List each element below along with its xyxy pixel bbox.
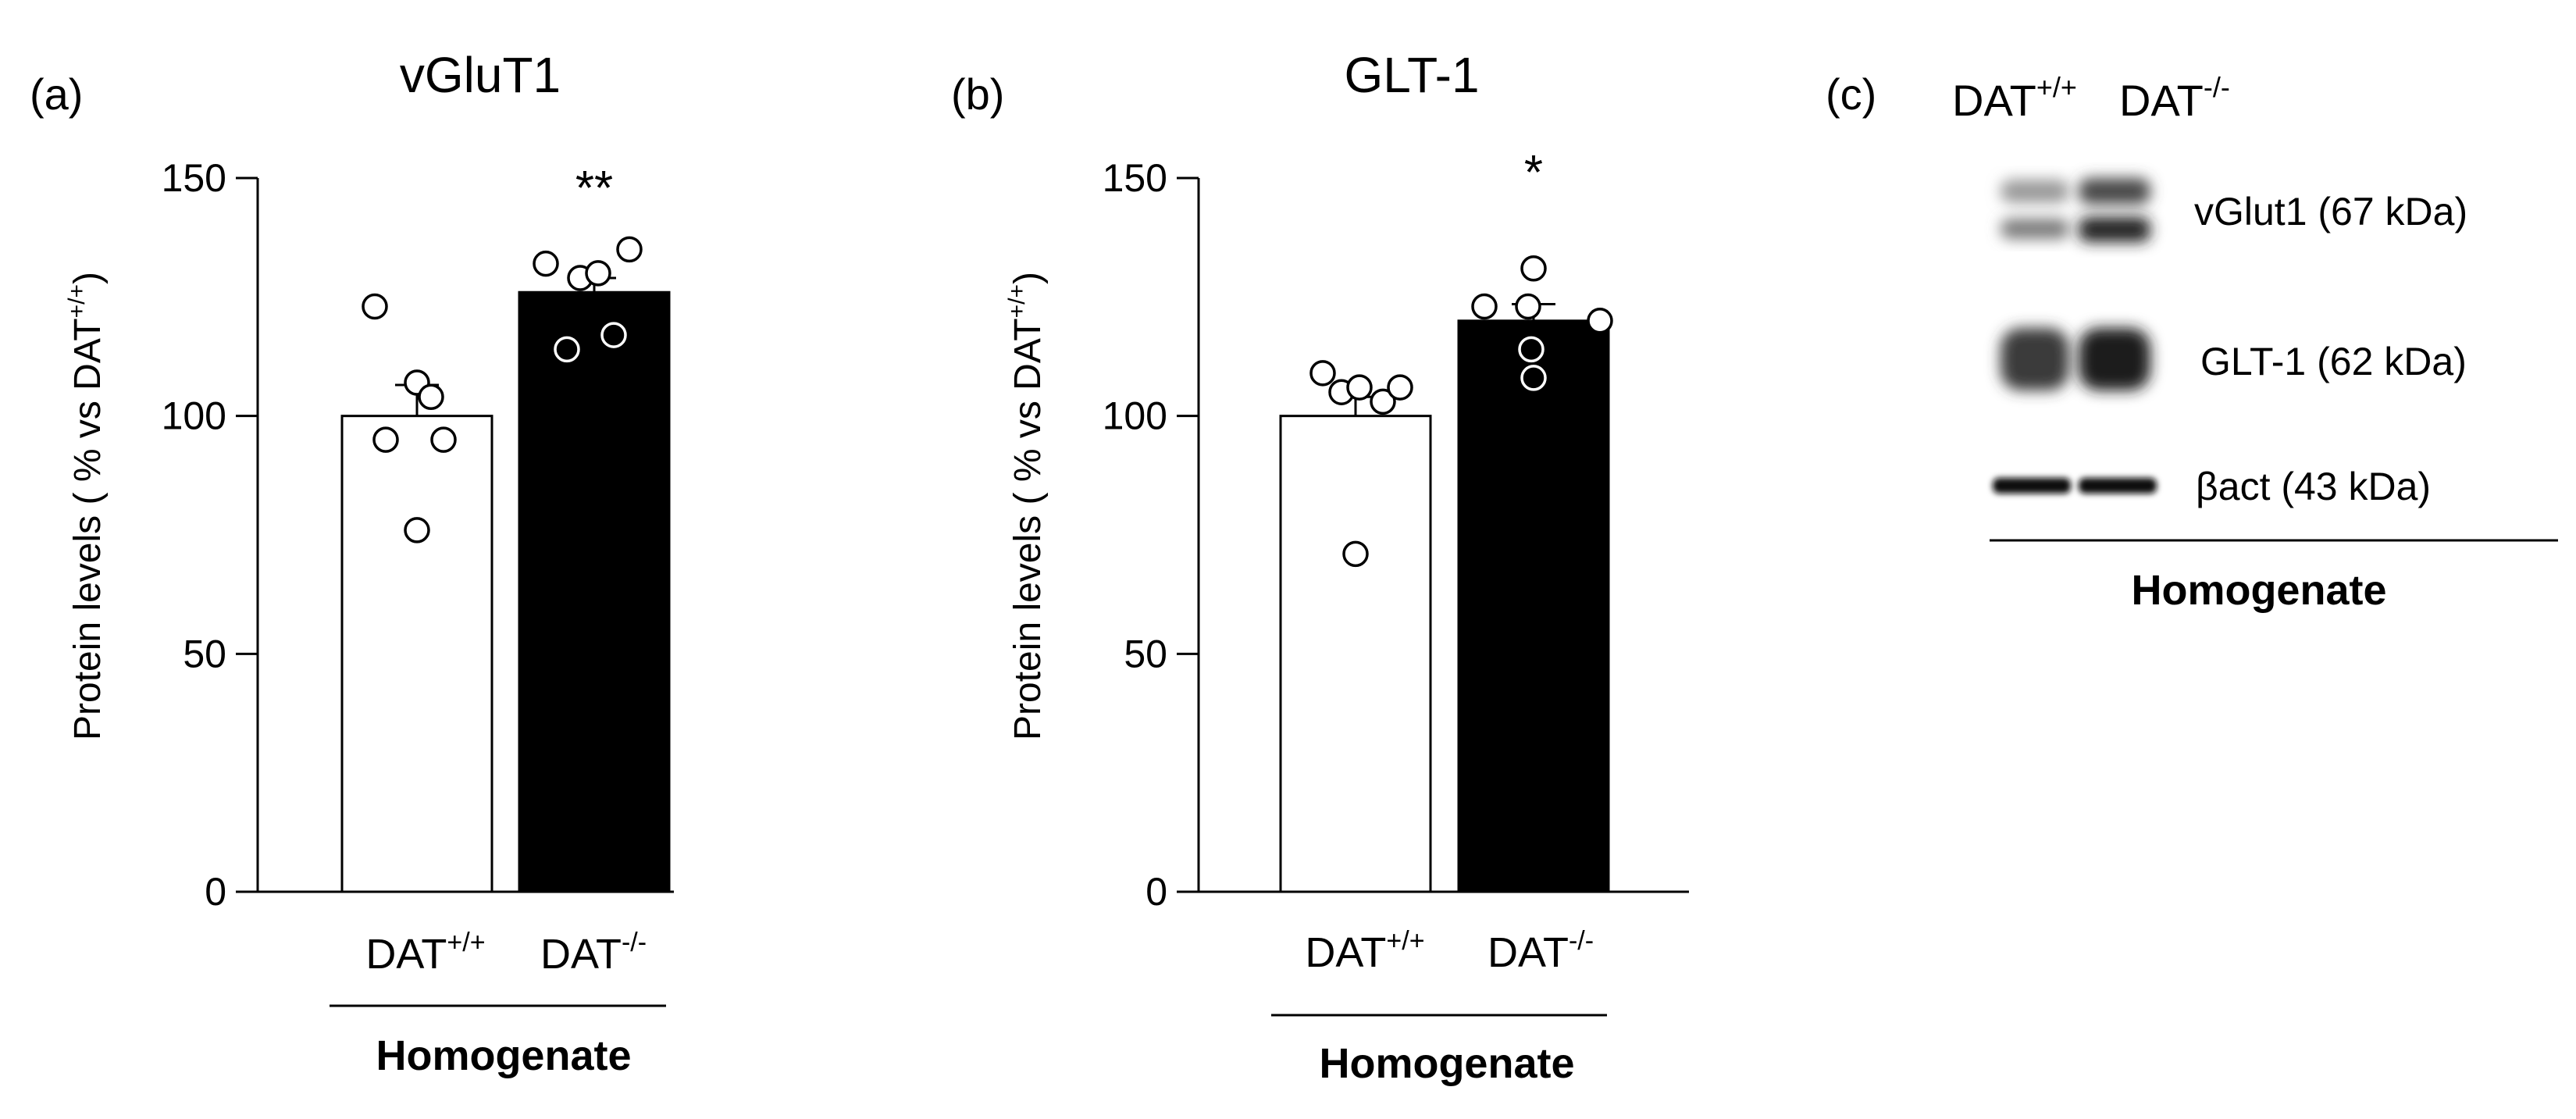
panel-c-western-blot: (c) DAT+/+ DAT-/- vGlut1 (67 kDa) GLT-1 … — [1826, 69, 2558, 614]
panel-a-category-label-2: DAT-/- — [540, 928, 647, 978]
blot-band-vglut1-lane2-upper — [2079, 178, 2150, 205]
panel-a-category-labels: DAT+/+ DAT-/- — [365, 928, 647, 978]
panel-b-point-2-6 — [1587, 308, 1613, 334]
panel-a-point-2-6 — [600, 322, 627, 348]
panel-a-point-1-6 — [404, 517, 430, 543]
blot-glt1-bands — [2001, 328, 2150, 390]
panel-a-title: vGluT1 — [400, 47, 561, 103]
panel-b-point-2-1 — [1471, 293, 1498, 320]
panel-c-label: (c) — [1826, 69, 1876, 119]
panel-b-point-1-4 — [1370, 388, 1396, 415]
panel-b-significance: * — [1524, 146, 1543, 200]
blot-lane-label-wildtype: DAT+/+ — [1952, 71, 2077, 125]
panel-a-point-2-3 — [585, 260, 611, 287]
panel-a-y-tick-label-150: 150 — [162, 156, 226, 200]
panel-b-significance-2: * — [1524, 146, 1543, 200]
blot-band-label-glt1: GLT-1 (62 kDa) — [2200, 340, 2467, 383]
panel-a-y-tick-label-100: 100 — [162, 394, 226, 438]
panel-b-point-1-1 — [1309, 360, 1336, 387]
blot-band-vglut1-lane1-upper — [2001, 180, 2069, 203]
panel-a-category-label-1: DAT+/+ — [365, 928, 485, 978]
panel-b-y-axis-label: Protein levels ( % vs DAT+/+) — [1004, 272, 1049, 740]
blot-bact-bands — [1993, 478, 2157, 494]
panel-a-significance: ** — [575, 162, 613, 216]
panel-a-point-1-1 — [362, 293, 388, 320]
panel-a-bar-2 — [518, 290, 671, 893]
blot-lane-label-knockout: DAT-/- — [2119, 71, 2230, 125]
panel-a-label: (a) — [30, 69, 83, 119]
panel-a-group-label: Homogenate — [376, 1032, 631, 1079]
panel-a-point-2-4 — [616, 236, 643, 263]
blot-vglut1-bands — [2001, 178, 2150, 242]
panel-b-y-tick-label-50: 50 — [1124, 632, 1167, 675]
panel-b-category-label-2: DAT-/- — [1488, 926, 1594, 976]
panel-b-y-tick-label-0: 0 — [1145, 870, 1167, 914]
panel-b-point-2-2 — [1515, 293, 1541, 320]
panel-a-significance-2: ** — [575, 162, 613, 216]
blot-band-vglut1-lane1-lower — [2001, 219, 2069, 239]
panel-b-bar-1 — [1279, 415, 1432, 893]
panel-b-point-1-5 — [1387, 374, 1413, 401]
panel-a-bar-1 — [340, 415, 493, 893]
blot-band-bact-lane1 — [1993, 478, 2071, 494]
panel-a-vglut1-chart: (a) vGluT1 Protein levels ( % vs DAT+/+)… — [30, 47, 674, 1079]
panel-b-point-2-4 — [1520, 365, 1547, 391]
panel-b-title: GLT-1 — [1344, 47, 1479, 103]
blot-band-glt1-lane1 — [2001, 328, 2069, 390]
panel-a-data-points — [362, 236, 643, 543]
panel-b-point-1-6 — [1342, 540, 1369, 568]
blot-band-vglut1-lane2-lower — [2079, 217, 2150, 242]
panel-b-category-labels: DAT+/+ DAT-/- — [1305, 926, 1594, 976]
panel-b-data-points — [1309, 255, 1613, 568]
panel-b-point-1-3 — [1346, 374, 1373, 401]
panel-a-point-2-5 — [554, 336, 580, 363]
panel-a-point-1-3 — [418, 383, 444, 411]
panel-a-point-1-5 — [430, 426, 457, 453]
blot-band-bact-lane2 — [2079, 478, 2157, 494]
panel-a-y-ticks: 0 50 100 150 — [162, 156, 258, 914]
panel-b-y-tick-label-150: 150 — [1103, 156, 1167, 200]
panel-b-y-tick-label-100: 100 — [1103, 394, 1167, 438]
panel-a-bars — [340, 290, 671, 893]
panel-b-y-ticks: 0 50 100 150 — [1103, 156, 1199, 914]
panel-b-point-2-5 — [1518, 336, 1545, 363]
panel-b-axes — [1197, 178, 1689, 893]
panel-b-label: (b) — [951, 69, 1004, 119]
blot-group-label: Homogenate — [2131, 567, 2386, 614]
blot-band-glt1-lane2 — [2079, 328, 2150, 390]
panel-b-glt1-chart: (b) GLT-1 Protein levels ( % vs DAT+/+) … — [951, 47, 1689, 1087]
panel-b-bar-2 — [1457, 319, 1610, 893]
panel-a-y-tick-label-50: 50 — [183, 632, 226, 675]
panel-a-point-2-1 — [533, 250, 559, 277]
panel-a-y-tick-label-0: 0 — [205, 870, 226, 914]
panel-b-category-label-1: DAT+/+ — [1305, 926, 1424, 976]
blot-band-label-bact: βact (43 kDa) — [2196, 465, 2431, 508]
blot-band-label-vglut1: vGlut1 (67 kDa) — [2194, 190, 2467, 233]
panel-b-bars — [1279, 319, 1610, 893]
panel-b-point-2-3 — [1520, 255, 1547, 282]
panel-a-y-axis-label: Protein levels ( % vs DAT+/+) — [64, 272, 109, 740]
panel-b-group-label: Homogenate — [1319, 1040, 1574, 1087]
panel-a-point-1-4 — [372, 426, 399, 453]
